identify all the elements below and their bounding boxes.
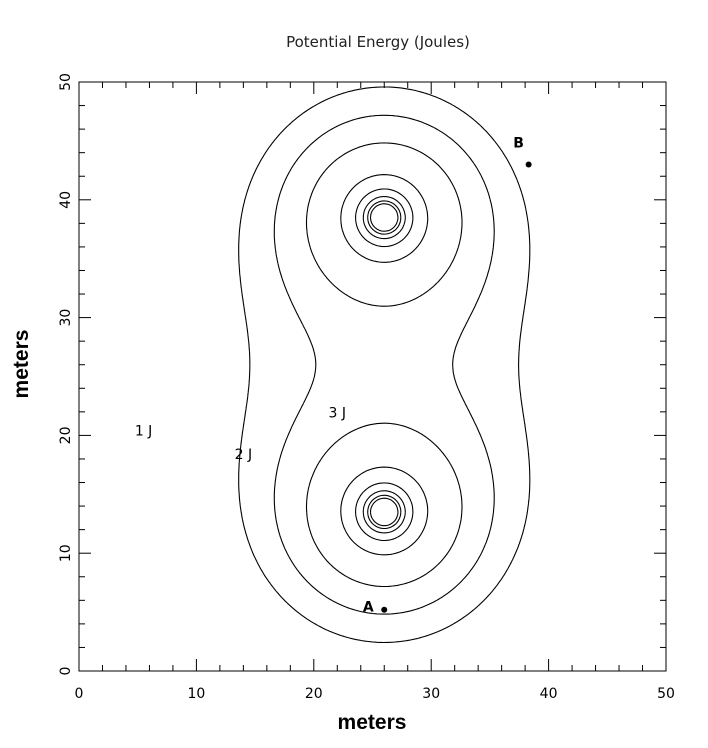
axis-ticks (78, 81, 667, 672)
y-tick-label: 50 (58, 73, 74, 91)
x-tick-label: 30 (422, 686, 440, 702)
point-label: B (513, 135, 524, 151)
y-tick-label: 10 (58, 544, 74, 562)
y-tick-label: 20 (58, 426, 74, 444)
contour-label: 3 J (329, 406, 347, 422)
contour-line (367, 200, 402, 530)
x-axis-label: meters (338, 711, 407, 734)
contour-line (273, 114, 495, 615)
contour-label: 2 J (235, 447, 253, 463)
contour-line (362, 195, 406, 534)
point-marker (381, 606, 388, 613)
chart-title: Potential Energy (Joules) (286, 33, 470, 51)
point-marker (525, 161, 532, 168)
y-tick-label: 0 (58, 667, 74, 676)
point-label: A (363, 600, 374, 616)
contour-line (340, 174, 429, 556)
x-tick-label: 50 (657, 686, 675, 702)
contour-line (369, 203, 399, 527)
contour-line (355, 188, 414, 542)
y-tick-label: 30 (58, 309, 74, 327)
plot-frame (78, 81, 667, 672)
x-tick-label: 0 (75, 686, 84, 702)
y-tick-label: 40 (58, 191, 74, 209)
contour-line (305, 142, 463, 588)
marked-points: AB (363, 135, 532, 616)
contour-label: 1 J (135, 423, 153, 439)
x-tick-label: 20 (305, 686, 323, 702)
contour-labels: 1 J 2 J 3 J (135, 406, 346, 463)
x-tick-label: 10 (187, 686, 205, 702)
contour-line (238, 86, 531, 644)
x-tick-labels: 0 10 20 30 40 50 (75, 686, 675, 702)
contour-lines (238, 86, 531, 644)
y-tick-labels: 0 10 20 30 40 50 (58, 73, 74, 675)
y-axis-label: meters (10, 330, 33, 399)
x-tick-label: 40 (540, 686, 558, 702)
